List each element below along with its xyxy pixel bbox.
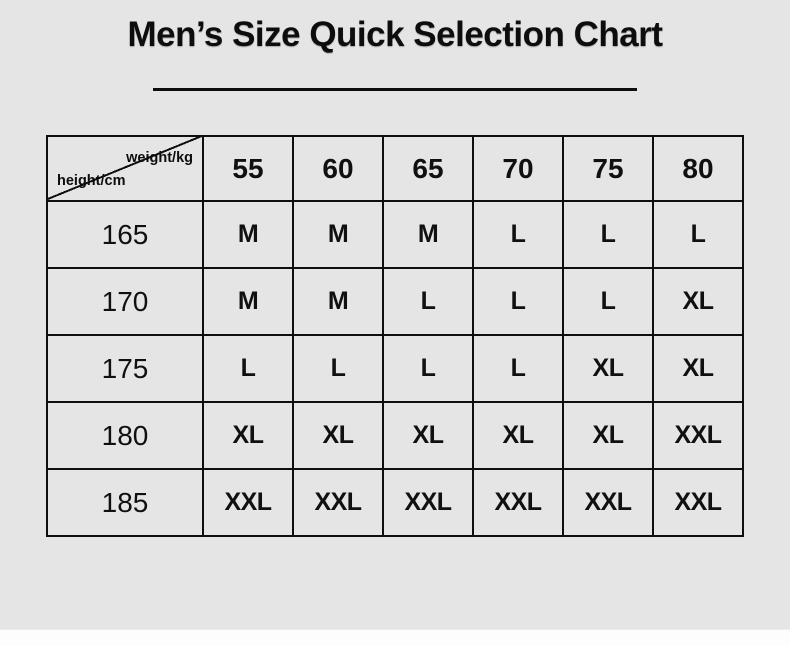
size-cell: L <box>652 200 744 269</box>
size-cell: L <box>382 334 474 403</box>
page-title: Men’s Size Quick Selection Chart <box>127 15 663 54</box>
size-cell: L <box>202 334 294 403</box>
size-cell: XXL <box>652 468 744 537</box>
size-cell: XXL <box>472 468 564 537</box>
height-row-header: 165 <box>46 200 204 269</box>
size-cell: M <box>202 200 294 269</box>
weight-header-cell: 70 <box>472 135 564 202</box>
size-cell: XL <box>472 401 564 470</box>
size-cell: L <box>382 267 474 336</box>
weight-header-cell: 80 <box>652 135 744 202</box>
footer-strip <box>0 629 790 646</box>
table-row: 180 XL XL XL XL XL XXL <box>46 401 744 470</box>
size-cell: M <box>292 267 384 336</box>
size-cell: XL <box>652 334 744 403</box>
title-underline <box>153 88 637 91</box>
size-cell: L <box>472 200 564 269</box>
size-cell: M <box>382 200 474 269</box>
height-axis-label: height/cm <box>57 172 126 189</box>
size-cell: XL <box>292 401 384 470</box>
size-cell: XL <box>652 267 744 336</box>
size-cell: L <box>562 200 654 269</box>
height-row-header: 180 <box>46 401 204 470</box>
corner-header-cell: weight/kg height/cm <box>46 135 204 202</box>
size-cell: M <box>292 200 384 269</box>
size-chart-table: weight/kg height/cm 55 60 65 70 75 80 16… <box>46 135 744 537</box>
size-cell: XL <box>382 401 474 470</box>
page: { "title": "Men’s Size Quick Selection C… <box>0 15 790 646</box>
size-cell: XXL <box>382 468 474 537</box>
table-row: 165 M M M L L L <box>46 200 744 269</box>
size-cell: XXL <box>562 468 654 537</box>
size-cell: XL <box>562 334 654 403</box>
table-row: 170 M M L L L XL <box>46 267 744 336</box>
weight-axis-label: weight/kg <box>126 150 193 166</box>
size-cell: XXL <box>652 401 744 470</box>
size-cell: L <box>562 267 654 336</box>
size-cell: L <box>472 267 564 336</box>
height-row-header: 170 <box>46 267 204 336</box>
height-row-header: 185 <box>46 468 204 537</box>
height-row-header: 175 <box>46 334 204 403</box>
size-cell: XL <box>562 401 654 470</box>
size-cell: XXL <box>202 468 294 537</box>
weight-header-cell: 60 <box>292 135 384 202</box>
size-cell: XL <box>202 401 294 470</box>
size-cell: XXL <box>292 468 384 537</box>
size-cell: M <box>202 267 294 336</box>
weight-header-cell: 55 <box>202 135 294 202</box>
size-cell: L <box>292 334 384 403</box>
size-cell: L <box>472 334 564 403</box>
weight-header-cell: 65 <box>382 135 474 202</box>
weight-header-cell: 75 <box>562 135 654 202</box>
table-row: 175 L L L L XL XL <box>46 334 744 403</box>
table-row: 185 XXL XXL XXL XXL XXL XXL <box>46 468 744 537</box>
header-row: weight/kg height/cm 55 60 65 70 75 80 <box>46 135 744 202</box>
